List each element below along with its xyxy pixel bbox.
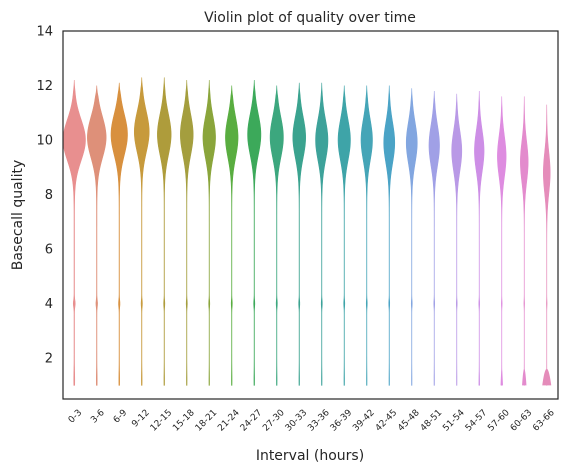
violin-3-6 — [87, 85, 107, 386]
violin-39-42 — [360, 85, 373, 386]
x-tick-label: 12-15 — [149, 408, 175, 434]
violin-63-66 — [543, 104, 551, 386]
y-tick-label: 12 — [36, 79, 53, 94]
y-tick-label: 6 — [45, 243, 53, 258]
violin-group — [62, 77, 552, 386]
x-tick-label: 27-30 — [261, 408, 287, 434]
x-tick-label: 63-66 — [531, 408, 557, 434]
x-tick-label: 48-51 — [419, 408, 445, 434]
violin-tail-57-60 — [500, 368, 503, 386]
violin-30-33 — [292, 82, 306, 386]
x-tick-label: 57-60 — [486, 408, 512, 434]
x-tick-label: 45-48 — [396, 408, 422, 434]
violin-45-48 — [405, 88, 418, 386]
y-tick-label: 14 — [36, 25, 53, 40]
y-tick-label: 2 — [45, 352, 53, 367]
violin-tail-63-66 — [542, 368, 552, 386]
y-tick-label: 10 — [36, 134, 53, 149]
violin-36-39 — [337, 85, 351, 386]
x-tick-label: 21-24 — [216, 408, 242, 434]
violin-15-18 — [180, 80, 194, 386]
x-axis-label: Interval (hours) — [256, 448, 364, 464]
x-tick-label: 3-6 — [89, 408, 107, 426]
x-tick-label: 30-33 — [284, 408, 310, 434]
violin-21-24 — [225, 85, 239, 386]
x-axis-ticks: 0-3 3-6 6-9 9-1212-1515-1818-2121-2424-2727… — [67, 408, 557, 434]
y-axis-ticks: 2 4 6 8 10 12 14 — [36, 25, 53, 367]
violin-60-63 — [520, 96, 529, 386]
violin-6-9 — [110, 82, 128, 386]
x-tick-label: 24-27 — [239, 408, 265, 434]
violin-27-30 — [269, 85, 284, 386]
x-tick-label: 54-57 — [464, 408, 490, 434]
violin-51-54 — [451, 93, 463, 386]
y-axis-label: Basecall quality — [10, 160, 26, 271]
violin-24-27 — [247, 80, 262, 386]
x-tick-label: 33-36 — [306, 408, 332, 434]
violin-54-57 — [474, 90, 485, 386]
x-tick-label: 60-63 — [509, 408, 535, 434]
violin-42-45 — [383, 85, 396, 386]
x-tick-label: 51-54 — [441, 408, 467, 434]
violin-18-21 — [202, 80, 216, 386]
chart-title: Violin plot of quality over time — [204, 10, 416, 26]
violin-12-15 — [157, 77, 172, 386]
violin-0-3 — [62, 80, 86, 386]
x-tick-label: 36-39 — [329, 408, 355, 434]
violin-9-12 — [133, 77, 150, 386]
x-tick-label: 42-45 — [374, 408, 400, 434]
y-tick-label: 8 — [45, 188, 53, 203]
x-tick-label: 15-18 — [171, 408, 197, 434]
violin-33-36 — [315, 82, 329, 386]
y-tick-label: 4 — [45, 297, 53, 312]
x-tick-label: 18-21 — [194, 408, 220, 434]
x-tick-label: 39-42 — [351, 408, 377, 434]
x-tick-label: 0-3 — [67, 408, 84, 425]
violin-tail-54-57 — [478, 368, 480, 386]
violin-48-51 — [428, 90, 440, 386]
plot-frame — [62, 30, 559, 400]
x-tick-label: 6-9 — [112, 408, 130, 426]
violin-tail-60-63 — [522, 368, 527, 386]
violin-57-60 — [497, 96, 507, 386]
